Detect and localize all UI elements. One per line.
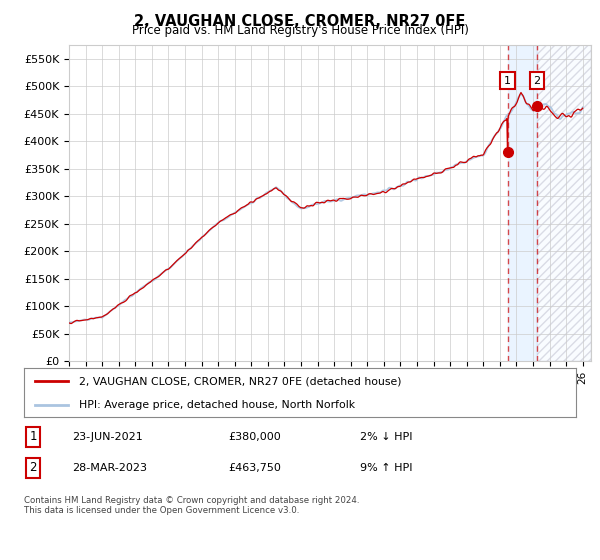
Text: HPI: Average price, detached house, North Norfolk: HPI: Average price, detached house, Nort… bbox=[79, 400, 355, 410]
Text: £380,000: £380,000 bbox=[228, 432, 281, 442]
Text: 2: 2 bbox=[29, 461, 37, 474]
Text: 1: 1 bbox=[504, 76, 511, 86]
Text: Price paid vs. HM Land Registry's House Price Index (HPI): Price paid vs. HM Land Registry's House … bbox=[131, 24, 469, 37]
Bar bbox=[508, 45, 537, 361]
Text: 9% ↑ HPI: 9% ↑ HPI bbox=[360, 463, 413, 473]
Text: 2: 2 bbox=[533, 76, 541, 86]
Text: 23-JUN-2021: 23-JUN-2021 bbox=[72, 432, 143, 442]
Bar bbox=[537, 45, 591, 361]
Text: 1: 1 bbox=[29, 430, 37, 444]
Bar bbox=[537, 45, 591, 361]
Text: £463,750: £463,750 bbox=[228, 463, 281, 473]
Text: 2, VAUGHAN CLOSE, CROMER, NR27 0FE (detached house): 2, VAUGHAN CLOSE, CROMER, NR27 0FE (deta… bbox=[79, 376, 402, 386]
Text: Contains HM Land Registry data © Crown copyright and database right 2024.
This d: Contains HM Land Registry data © Crown c… bbox=[24, 496, 359, 515]
Text: 2% ↓ HPI: 2% ↓ HPI bbox=[360, 432, 413, 442]
Text: 28-MAR-2023: 28-MAR-2023 bbox=[72, 463, 147, 473]
Text: 2, VAUGHAN CLOSE, CROMER, NR27 0FE: 2, VAUGHAN CLOSE, CROMER, NR27 0FE bbox=[134, 14, 466, 29]
